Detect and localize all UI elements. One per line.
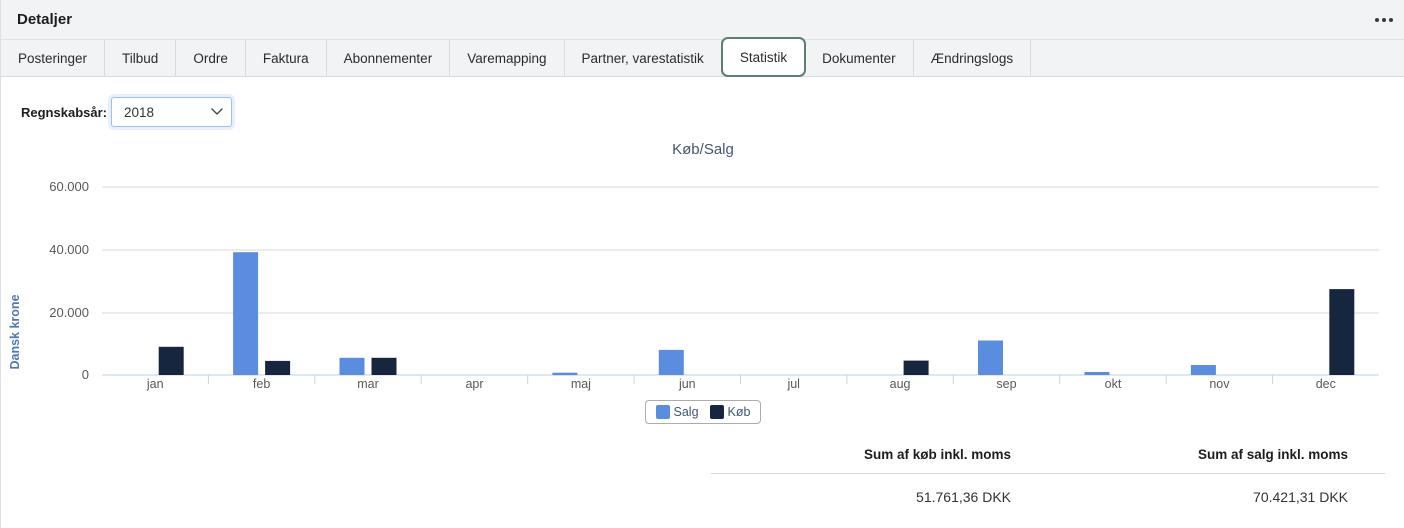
svg-text:mar: mar <box>357 377 379 391</box>
svg-text:Dansk krone: Dansk krone <box>8 294 22 369</box>
svg-text:feb: feb <box>253 377 270 391</box>
svg-text:maj: maj <box>571 377 591 391</box>
svg-text:nov: nov <box>1209 377 1230 391</box>
svg-text:20.000: 20.000 <box>49 305 89 320</box>
svg-text:aug: aug <box>890 377 911 391</box>
svg-text:60.000: 60.000 <box>49 179 89 194</box>
svg-text:okt: okt <box>1105 377 1122 391</box>
svg-text:jun: jun <box>678 377 696 391</box>
svg-text:jul: jul <box>786 377 800 391</box>
svg-text:40.000: 40.000 <box>49 242 89 257</box>
svg-text:apr: apr <box>465 377 483 391</box>
svg-text:dec: dec <box>1316 377 1336 391</box>
svg-text:0: 0 <box>82 367 89 382</box>
svg-text:sep: sep <box>996 377 1016 391</box>
svg-text:jan: jan <box>146 377 164 391</box>
